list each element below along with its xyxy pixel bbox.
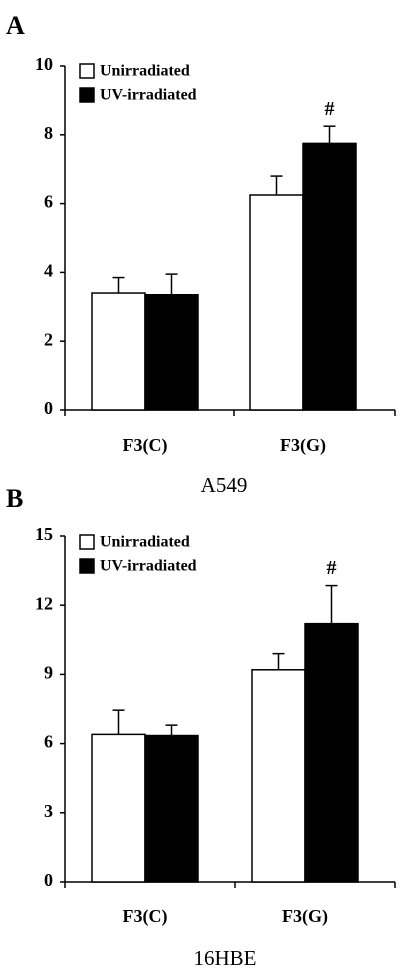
bar-unirradiated-0 (91, 292, 146, 411)
bar-uv-irradiated-1 (302, 142, 357, 411)
legend-label: UV-irradiated (100, 87, 197, 104)
y-tick-label: 6 (44, 732, 53, 752)
legend-swatch (79, 87, 95, 103)
category-label: F3(C) (123, 435, 168, 456)
bar-uv-irradiated-1 (304, 622, 359, 883)
legend-label: UV-irradiated (100, 558, 197, 575)
y-tick-label: 2 (44, 329, 53, 349)
significance-marker: # (327, 557, 337, 579)
legend-swatch (79, 63, 95, 79)
y-tick-label: 6 (44, 192, 53, 212)
panel-label: A (6, 11, 25, 40)
y-tick-label: 8 (44, 123, 53, 143)
bar-uv-irradiated-0 (144, 294, 199, 411)
y-tick-label: 12 (35, 593, 53, 613)
bar-unirradiated-0 (91, 733, 146, 883)
category-label: F3(C) (123, 906, 168, 927)
x-axis-label: A549 (201, 473, 248, 497)
category-label: F3(G) (282, 906, 328, 927)
y-tick-label: 10 (35, 54, 53, 74)
significance-marker: # (325, 98, 335, 120)
bar-uv-irradiated-0 (144, 734, 199, 883)
panel-a: A 0 2 4 6 8 10 F3(C) F3(G) # A549 Unirradiated UV-ir… (6, 11, 396, 497)
legend-swatch (79, 558, 95, 574)
y-tick-label: 3 (44, 801, 53, 821)
legend-label: Unirradiated (100, 63, 190, 80)
y-tick-label: 4 (44, 261, 53, 281)
panel-label: B (6, 484, 23, 513)
legend-label: Unirradiated (100, 534, 190, 551)
legend: Unirradiated UV-irradiated (79, 63, 197, 104)
y-tick-label: 15 (35, 524, 53, 544)
legend: Unirradiated UV-irradiated (79, 534, 197, 575)
y-tick-label: 0 (44, 398, 53, 418)
bar-unirradiated-1 (249, 194, 304, 411)
panel-b: B 0 3 6 9 12 15 F3(C) F3(G) #16HBE Unirradiated UV-… (6, 484, 396, 970)
bar-unirradiated-1 (251, 669, 306, 883)
x-axis-label: 16HBE (194, 946, 257, 970)
category-label: F3(G) (280, 435, 326, 456)
y-tick-label: 9 (44, 663, 53, 683)
legend-swatch (79, 534, 95, 550)
y-tick-label: 0 (44, 870, 53, 890)
